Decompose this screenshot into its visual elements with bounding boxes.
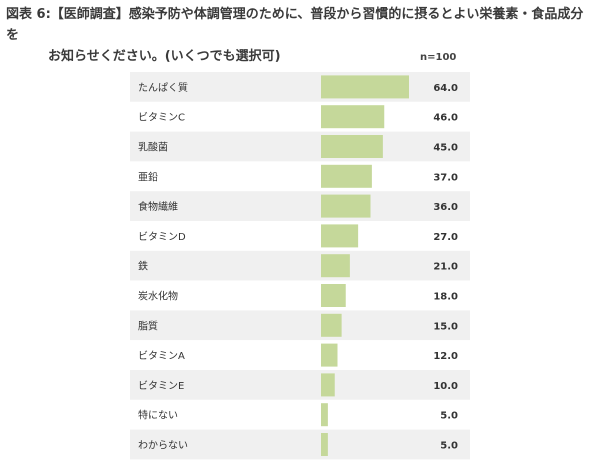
title-line-2: お知らせください。(いくつでも選択可) — [48, 49, 281, 64]
category-label: 食物繊維 — [138, 200, 178, 213]
row-background — [130, 72, 470, 102]
category-label: 特にない — [138, 410, 178, 422]
category-label: ビタミンA — [138, 350, 185, 362]
row-background — [130, 280, 470, 311]
value-label: 12.0 — [433, 351, 458, 362]
category-label: 脂質 — [138, 319, 158, 332]
bar — [321, 403, 328, 427]
row-background — [130, 399, 470, 430]
value-label: 15.0 — [433, 321, 458, 332]
bar — [321, 164, 372, 188]
row-background — [130, 191, 470, 221]
row-background — [130, 221, 470, 251]
bar — [321, 75, 409, 99]
category-label: わからない — [138, 440, 188, 452]
row-background — [130, 250, 470, 281]
row-background — [130, 161, 470, 192]
row-background — [130, 340, 470, 370]
value-label: 37.0 — [433, 172, 458, 183]
row-background — [130, 131, 470, 162]
value-label: 27.0 — [433, 232, 458, 243]
bar — [321, 313, 342, 337]
bar — [321, 224, 359, 248]
bar — [321, 105, 385, 129]
sample-size-label: n=100 — [420, 52, 457, 63]
bar — [321, 284, 346, 307]
value-label: 36.0 — [433, 202, 458, 213]
row-background — [130, 101, 470, 132]
value-label: 21.0 — [433, 262, 458, 273]
bar — [321, 373, 335, 397]
value-label: 10.0 — [433, 381, 458, 392]
category-label: 亜鉛 — [138, 170, 158, 183]
bar — [321, 194, 371, 218]
value-label: 18.0 — [433, 292, 458, 303]
row-background — [130, 370, 470, 400]
category-label: 炭水化物 — [138, 290, 178, 303]
value-label: 5.0 — [440, 411, 458, 422]
category-label: ビタミンC — [138, 112, 185, 124]
bar — [321, 254, 350, 278]
title-line-1: 図表 6:【医師調査】感染予防や体調管理のために、普段から習慣的に摂るとよい栄養… — [6, 7, 584, 43]
bar — [321, 433, 328, 456]
value-label: 5.0 — [440, 441, 458, 452]
category-label: ビタミンD — [138, 231, 186, 243]
value-label: 46.0 — [433, 113, 458, 124]
row-background — [130, 310, 470, 341]
value-label: 64.0 — [433, 83, 458, 94]
category-label: 鉄 — [138, 260, 148, 273]
bar — [321, 135, 383, 158]
chart-title: 図表 6:【医師調査】感染予防や体調管理のために、普段から習慣的に摂るとよい栄養… — [6, 4, 596, 67]
row-background — [130, 429, 470, 460]
bar — [321, 343, 338, 367]
category-label: ビタミンE — [138, 380, 184, 392]
category-label: 乳酸菌 — [138, 141, 168, 154]
category-label: たんぱく質 — [138, 81, 188, 94]
value-label: 45.0 — [433, 143, 458, 154]
